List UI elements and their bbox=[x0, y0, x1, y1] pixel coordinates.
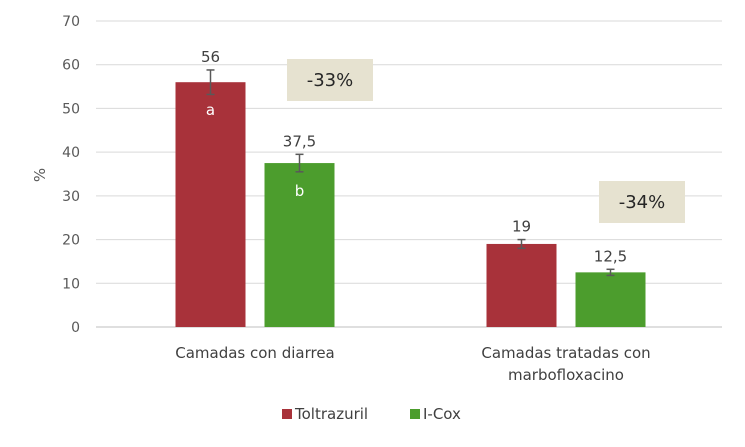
bar-i-cox bbox=[575, 272, 646, 327]
y-axis-label: % bbox=[31, 168, 49, 182]
y-axis-ticks: 0 10 20 30 40 50 60 70 bbox=[62, 14, 80, 336]
category-label: marbofloxacino bbox=[508, 366, 624, 384]
data-label: 12,5 bbox=[594, 247, 627, 265]
data-label: 19 bbox=[512, 218, 531, 236]
legend-swatch bbox=[282, 409, 292, 419]
x-axis-categories: Camadas con diarrea Camadas tratadas con m… bbox=[175, 344, 650, 384]
bar-i-cox bbox=[264, 163, 335, 327]
legend: Toltrazuril I-Cox bbox=[282, 405, 461, 423]
y-tick-label: 60 bbox=[62, 58, 80, 74]
y-tick-label: 50 bbox=[62, 101, 80, 117]
callout-text: -33% bbox=[307, 70, 354, 91]
legend-swatch bbox=[410, 409, 420, 419]
data-label: 37,5 bbox=[283, 132, 316, 150]
y-tick-label: 20 bbox=[62, 233, 80, 249]
callouts: -33% -34% bbox=[287, 59, 685, 223]
legend-label: Toltrazuril bbox=[294, 405, 368, 423]
y-tick-label: 70 bbox=[62, 14, 80, 30]
data-label: 56 bbox=[201, 48, 220, 66]
significance-letter: a bbox=[206, 101, 215, 119]
bar-toltrazuril bbox=[175, 82, 246, 327]
legend-label: I-Cox bbox=[423, 405, 461, 423]
callout-box bbox=[287, 59, 373, 101]
y-tick-label: 10 bbox=[62, 276, 80, 292]
y-tick-label: 30 bbox=[62, 189, 80, 205]
y-tick-label: 0 bbox=[71, 320, 80, 336]
bars bbox=[175, 69, 646, 327]
significance-letter: b bbox=[295, 182, 305, 200]
bar-toltrazuril bbox=[486, 243, 557, 327]
callout-text: -34% bbox=[619, 192, 666, 213]
category-label: Camadas con diarrea bbox=[175, 344, 335, 362]
y-tick-label: 40 bbox=[62, 145, 80, 161]
category-label: Camadas tratadas con bbox=[481, 344, 650, 362]
callout-box bbox=[599, 181, 685, 223]
data-labels: 56 a 19 37,5 b 12,5 bbox=[201, 48, 627, 265]
